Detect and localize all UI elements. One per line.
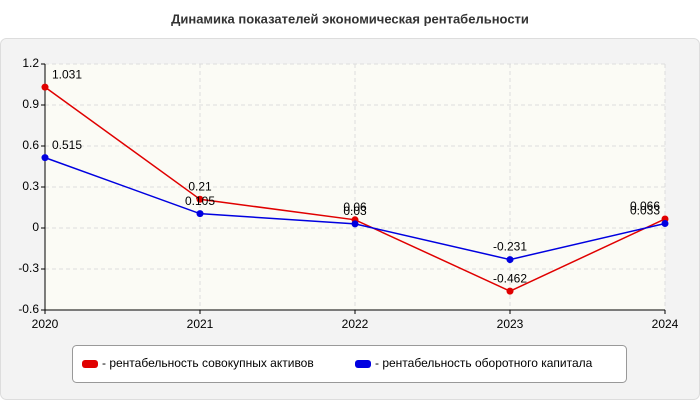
point [506,256,514,264]
data-label: 0.03 [343,204,367,218]
x-tick-label: 2022 [342,317,369,331]
x-tick-label: 2023 [497,317,524,331]
data-label: 0.105 [185,194,215,208]
point [41,154,49,162]
data-label: -0.231 [493,240,527,254]
x-tick-label: 2020 [32,317,59,331]
point [506,287,514,295]
point [196,195,204,203]
data-label: 0.033 [630,204,660,218]
data-label: 1.031 [52,67,82,81]
y-tick-label: 0 [32,220,39,234]
legend-box [72,345,627,383]
data-label: 0.21 [188,179,212,193]
y-tick-label: 0.3 [22,179,39,193]
legend-label: - рентабельность оборотного капитала [375,356,593,370]
y-tick-label: 0.6 [22,138,39,152]
point [661,219,669,227]
legend-marker [82,360,98,368]
y-tick-label: 1.2 [22,56,39,70]
data-label: -0.462 [493,271,527,285]
point [196,210,204,218]
data-label: 0.066 [630,199,660,213]
x-tick-label: 2021 [187,317,214,331]
x-tick-label: 2024 [652,317,679,331]
y-tick-label: 0.9 [22,97,39,111]
data-label: 0.06 [343,200,367,214]
point [41,83,49,91]
legend-marker [355,360,371,368]
y-tick-label: -0.3 [18,261,39,275]
data-label: 0.515 [52,138,82,152]
legend-label: - рентабельность совокупных активов [102,356,314,370]
chart-title: Динамика показателей экономическая рента… [171,11,529,26]
point [351,220,359,228]
y-tick-label: -0.6 [18,302,39,316]
